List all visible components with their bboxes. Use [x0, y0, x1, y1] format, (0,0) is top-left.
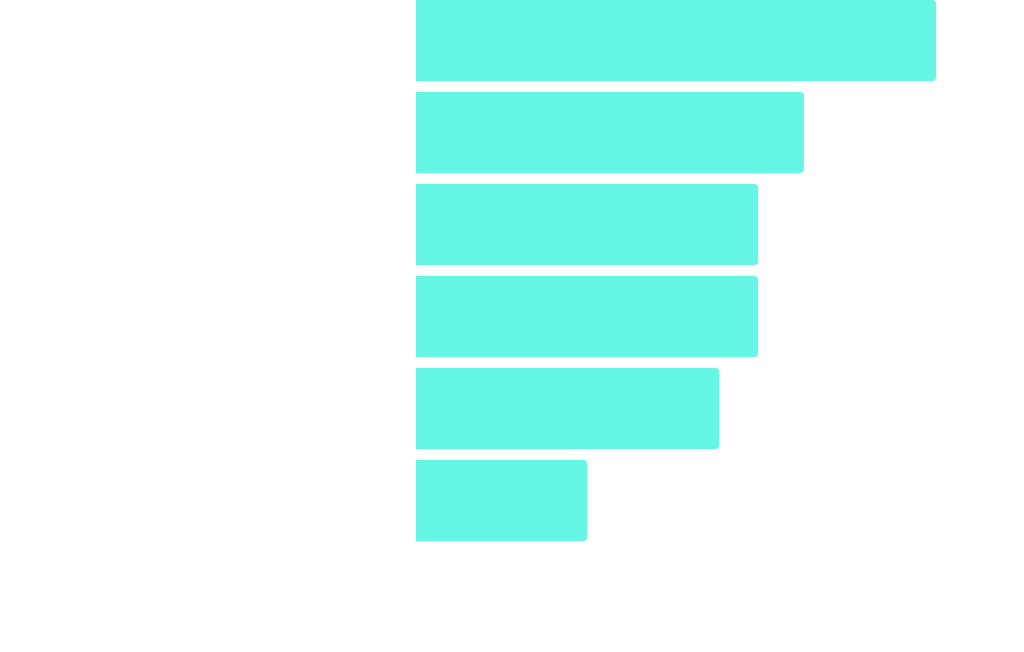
bar	[416, 184, 759, 265]
bar	[416, 460, 588, 541]
bar	[416, 276, 759, 357]
bar	[416, 0, 936, 81]
bar	[416, 368, 720, 449]
bar	[416, 92, 804, 173]
